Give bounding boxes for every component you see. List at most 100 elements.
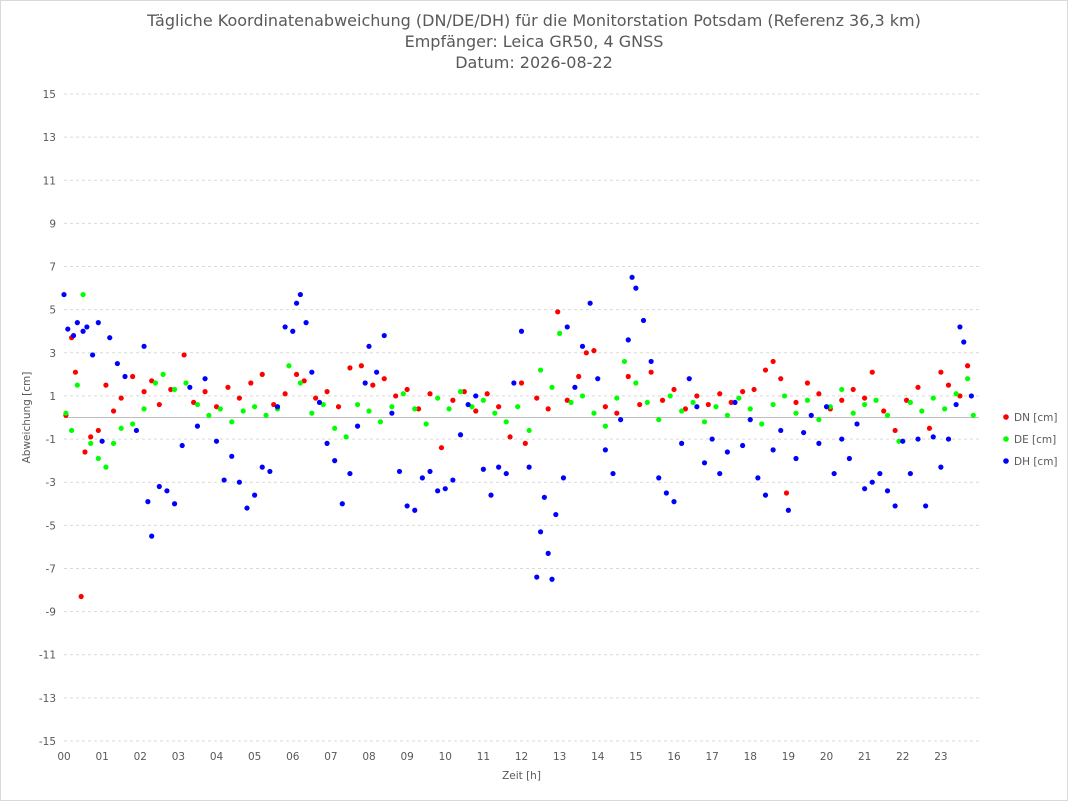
data-point	[793, 455, 799, 462]
data-point	[293, 300, 300, 306]
data-point	[896, 438, 902, 444]
data-point	[709, 436, 715, 442]
x-tick-label: 16	[667, 751, 681, 763]
data-point	[679, 408, 685, 414]
x-tick-label: 05	[248, 751, 261, 763]
data-point	[602, 404, 608, 410]
data-point	[381, 332, 387, 339]
data-point	[667, 393, 673, 399]
data-point	[663, 490, 669, 496]
data-point	[74, 320, 80, 326]
data-point	[130, 421, 136, 427]
data-point	[846, 455, 852, 462]
data-point	[526, 464, 532, 470]
data-point	[114, 360, 120, 367]
data-point	[118, 395, 124, 401]
data-point	[831, 470, 837, 477]
data-point	[202, 376, 208, 382]
legend-label: DE [cm]	[1014, 434, 1056, 446]
data-point	[618, 417, 624, 423]
data-point	[217, 406, 223, 412]
data-point	[457, 389, 464, 395]
data-point	[862, 395, 868, 401]
data-point	[957, 324, 963, 330]
data-point	[591, 410, 597, 416]
data-point	[95, 427, 101, 434]
data-point	[762, 492, 769, 498]
data-point	[267, 468, 273, 475]
data-point	[614, 395, 620, 401]
chart-title: Tägliche Koordinatenabweichung (DN/DE/DH…	[147, 11, 921, 30]
data-point	[69, 427, 75, 434]
data-point	[240, 408, 246, 414]
data-point	[61, 291, 67, 298]
x-tick-label: 13	[553, 751, 566, 763]
data-point	[324, 389, 330, 395]
data-point	[579, 393, 586, 399]
data-point	[393, 393, 399, 399]
data-point	[103, 464, 109, 470]
data-point	[785, 507, 791, 513]
data-point	[579, 343, 586, 349]
data-point	[339, 501, 345, 507]
data-point	[534, 574, 540, 580]
data-point	[595, 376, 601, 382]
data-point	[65, 326, 71, 332]
data-point	[762, 367, 769, 373]
data-point	[99, 438, 105, 444]
data-point	[555, 309, 561, 315]
data-point	[354, 401, 361, 408]
data-point	[191, 399, 197, 406]
x-tick-label: 18	[744, 751, 757, 763]
data-point	[160, 371, 166, 377]
data-point	[88, 434, 94, 440]
data-point	[736, 395, 742, 401]
data-point	[701, 419, 708, 425]
data-point	[892, 503, 898, 509]
chart-subtitle-receiver: Empfänger: Leica GR50, 4 GNSS	[404, 32, 664, 51]
data-point	[515, 404, 521, 410]
data-point	[915, 384, 921, 390]
data-point	[839, 397, 845, 403]
data-point	[629, 274, 635, 280]
data-point	[816, 440, 822, 446]
data-point	[229, 453, 235, 459]
data-point	[884, 412, 891, 418]
data-point	[900, 438, 906, 444]
x-tick-label: 17	[705, 751, 718, 763]
x-tick-label: 02	[134, 751, 147, 763]
data-point	[682, 406, 689, 412]
data-point	[435, 488, 441, 494]
data-point	[202, 389, 208, 395]
data-point	[343, 434, 349, 440]
data-point	[488, 492, 494, 498]
legend-marker	[1003, 414, 1009, 420]
data-point	[84, 324, 90, 330]
data-point	[572, 384, 578, 390]
data-point	[103, 382, 109, 388]
data-point	[419, 475, 425, 481]
y-tick-label: -9	[46, 607, 56, 619]
data-point	[110, 440, 117, 446]
data-point	[435, 395, 441, 401]
data-point	[88, 440, 94, 446]
data-point	[194, 423, 201, 429]
data-point	[496, 404, 502, 410]
data-point	[80, 328, 86, 334]
data-point	[141, 406, 147, 412]
data-point	[301, 378, 307, 384]
y-tick-label: 3	[49, 348, 56, 360]
data-point	[74, 382, 80, 388]
data-point	[915, 436, 921, 442]
data-point	[400, 391, 406, 397]
data-point	[537, 529, 544, 535]
data-point	[181, 352, 187, 358]
data-point	[427, 391, 433, 397]
data-point	[610, 470, 616, 477]
data-point	[82, 449, 88, 455]
data-point	[717, 470, 723, 477]
data-point	[130, 373, 136, 380]
data-point	[717, 391, 723, 397]
data-point	[541, 494, 547, 500]
y-tick-label: 13	[43, 132, 56, 144]
